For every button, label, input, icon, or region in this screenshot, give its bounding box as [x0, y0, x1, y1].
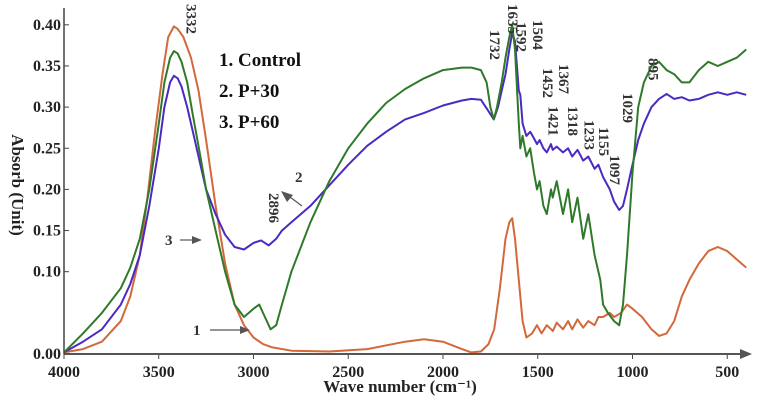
peak-label-2896: 2896: [265, 193, 281, 224]
x-tick-label: 500: [715, 364, 739, 381]
x-tick-label: 3000: [238, 364, 270, 381]
svg-text:2: 2: [295, 170, 303, 186]
peak-label-895: 895: [644, 58, 660, 81]
series-label-1: 1: [193, 323, 250, 339]
legend-item-1: 1. Control: [219, 50, 301, 71]
svg-text:3: 3: [165, 233, 173, 249]
peak-label-1421: 1421: [545, 106, 561, 136]
y-tick-label: 0.00: [33, 346, 61, 363]
x-axis-ticks: 4000 3500 3000 2500 2000 1500 1000 500: [48, 354, 739, 381]
y-axis-title: Absorb (Unit): [8, 134, 27, 236]
peak-label-1029: 1029: [619, 93, 635, 123]
x-tick-label: 2500: [332, 364, 364, 381]
peak-label-1318: 1318: [564, 106, 580, 136]
x-axis-arrowhead: [740, 349, 752, 359]
peak-label-1592: 1592: [512, 22, 528, 52]
series-lines: [63, 23, 747, 354]
peak-label-1097: 1097: [606, 155, 622, 186]
series-line-3: [63, 23, 747, 354]
legend-item-2: 2. P+30: [219, 81, 279, 102]
y-tick-label: 0.20: [33, 181, 61, 198]
peak-label-1367: 1367: [555, 64, 571, 95]
y-tick-label: 0.35: [33, 58, 61, 75]
y-tick-label: 0.15: [33, 223, 61, 240]
peak-label-1452: 1452: [539, 68, 555, 98]
legend-item-3: 3. P+60: [219, 112, 279, 133]
series-label-2: 2: [281, 170, 303, 207]
x-tick-label: 2000: [427, 364, 459, 381]
y-tick-label: 0.25: [33, 140, 61, 157]
y-axis-ticks: 0.00 0.10 0.15 0.20 0.25 0.30 0.35 0.40: [33, 17, 69, 363]
y-tick-label: 0.40: [33, 17, 61, 34]
peak-label-1732: 1732: [486, 30, 502, 60]
x-axis-title: Wave number (cm⁻¹): [323, 377, 477, 396]
x-tick-label: 3500: [143, 364, 175, 381]
peak-label-1233: 1233: [580, 120, 596, 150]
peak-label-3332: 3332: [183, 4, 199, 34]
series-line-1: [63, 25, 747, 354]
peak-label-1504: 1504: [529, 20, 545, 51]
series-label-3: 3: [165, 233, 202, 249]
svg-text:1: 1: [193, 323, 201, 339]
series-line-2: [63, 32, 747, 354]
x-tick-label: 1000: [617, 364, 649, 381]
y-tick-label: 0.10: [33, 264, 61, 281]
peak-label-1635: 1635: [504, 4, 520, 34]
x-tick-label: 1500: [522, 364, 554, 381]
x-tick-label: 4000: [48, 364, 80, 381]
y-tick-label: 0.30: [33, 99, 61, 116]
peak-label-1155: 1155: [595, 127, 611, 156]
